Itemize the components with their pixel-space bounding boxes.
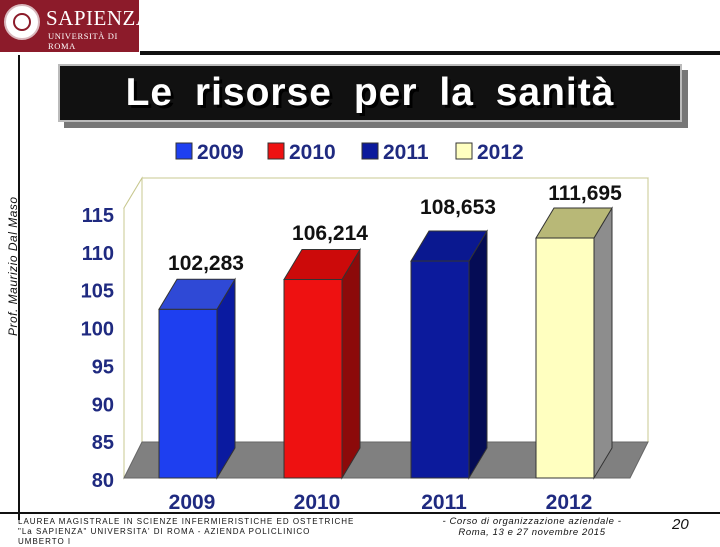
- university-seal-icon: [4, 4, 40, 40]
- legend-label: 2010: [289, 141, 336, 164]
- university-logo: SAPIENZA UNIVERSITÀ DI ROMA: [0, 0, 151, 52]
- data-label: 108,653: [420, 196, 496, 219]
- slide-title-box: Le risorse per la sanità: [58, 64, 682, 122]
- x-tick-label: 2011: [421, 491, 467, 512]
- bar-front: [535, 237, 595, 479]
- legend-swatch: [361, 142, 379, 160]
- data-label: 106,214: [292, 222, 368, 245]
- course-line-2: "La SAPIENZA" UNIVERSITA' DI ROMA - AZIE…: [18, 527, 311, 546]
- legend-swatch: [267, 142, 285, 160]
- page-number: 20: [672, 516, 689, 533]
- left-rule: [18, 55, 20, 520]
- legend-swatch: [455, 142, 473, 160]
- legend-swatch: [175, 142, 193, 160]
- data-label: 102,283: [168, 252, 244, 275]
- slide-title: Le risorse per la sanità: [125, 71, 615, 114]
- data-label: 111,695: [548, 182, 622, 205]
- bar-side: [593, 206, 613, 480]
- logo-subtitle: UNIVERSITÀ DI ROMA: [48, 31, 118, 51]
- y-tick-label: 115: [82, 205, 114, 227]
- legend-label: 2011: [383, 141, 429, 164]
- bar-front: [410, 260, 470, 479]
- logo-name: SAPIENZA: [46, 6, 152, 30]
- bar-side: [341, 247, 361, 480]
- y-tick-label: 110: [82, 243, 114, 265]
- x-tick-label: 2010: [294, 491, 341, 512]
- footer-rule: [0, 512, 720, 514]
- event-info: - Corso di organizzazione aziendale - Ro…: [432, 516, 632, 538]
- event-line-2: Roma, 13 e 27 novembre 2015: [458, 527, 606, 538]
- y-tick-label: 100: [81, 319, 114, 341]
- legend-label: 2009: [197, 141, 244, 164]
- bar-chart: 115 110 105 100 95 90 85 80 102,283 106,214 108,65…: [81, 141, 649, 512]
- x-tick-label: 2012: [546, 491, 593, 512]
- header-rule: [140, 51, 720, 55]
- bar-top: [283, 249, 361, 281]
- bar-top: [535, 207, 613, 239]
- legend-label: 2012: [477, 141, 524, 164]
- bar-side: [216, 277, 236, 480]
- y-tick-label: 105: [81, 281, 114, 303]
- bar-top: [410, 230, 488, 262]
- event-line-1: - Corso di organizzazione aziendale -: [442, 516, 622, 527]
- x-tick-label: 2009: [169, 491, 216, 512]
- y-tick-label: 95: [92, 356, 114, 378]
- bar-front: [283, 279, 343, 479]
- bar-side: [468, 229, 488, 480]
- course-info: LAUREA MAGISTRALE IN SCIENZE INFERMIERIS…: [18, 517, 358, 547]
- y-tick-label: 85: [92, 432, 114, 454]
- plot-side-wall: [123, 176, 143, 480]
- bar-front: [158, 308, 218, 479]
- y-tick-label: 80: [92, 470, 114, 492]
- bar-top: [158, 278, 236, 310]
- course-line-1: LAUREA MAGISTRALE IN SCIENZE INFERMIERIS…: [18, 517, 355, 526]
- y-tick-label: 90: [92, 394, 114, 416]
